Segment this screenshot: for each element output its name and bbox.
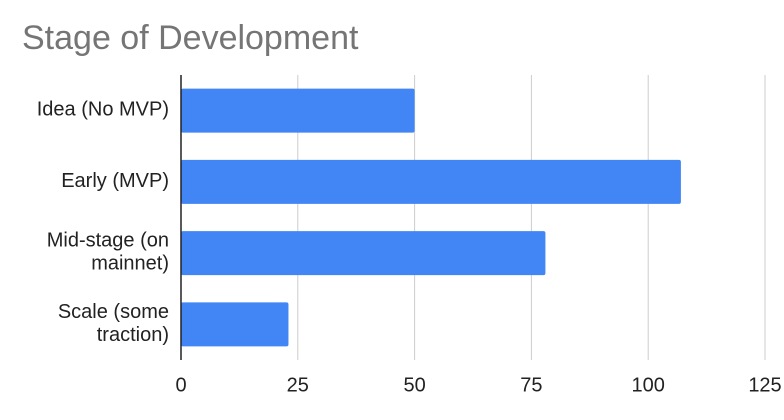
x-tick-label: 25 [287,374,309,396]
y-tick-label: Early (MVP) [61,170,169,192]
y-tick-label: Mid-stage (on mainnet) [47,230,169,275]
y-tick-label: Idea (No MVP) [37,99,169,121]
bar [181,302,289,347]
x-tick-label: 125 [748,374,781,396]
label-line: Early (MVP) [61,170,169,192]
label-line: mainnet) [91,253,169,275]
label-line: Mid-stage (on [47,230,169,252]
bar [181,231,546,276]
bar [181,88,415,133]
label-line: Scale (some [58,301,169,323]
y-tick-label: Scale (some traction) [58,301,169,346]
x-tick-label: 50 [403,374,425,396]
x-tick-label: 0 [175,374,186,396]
chart-title: Stage of Development [22,19,359,57]
label-line: Idea (No MVP) [37,99,169,121]
x-tick-label: 75 [520,374,542,396]
bar [181,159,681,204]
x-tick-label: 100 [632,374,665,396]
label-line: traction) [97,324,169,346]
